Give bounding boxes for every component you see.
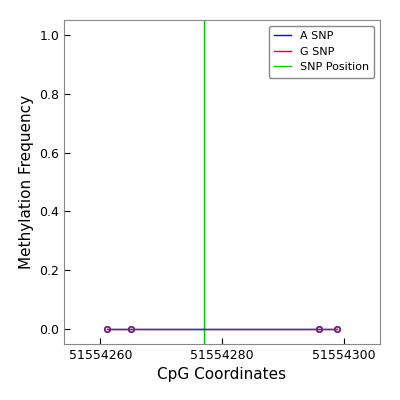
- Y-axis label: Methylation Frequency: Methylation Frequency: [18, 95, 34, 269]
- Legend: A SNP, G SNP, SNP Position: A SNP, G SNP, SNP Position: [269, 26, 374, 78]
- X-axis label: CpG Coordinates: CpG Coordinates: [158, 368, 286, 382]
